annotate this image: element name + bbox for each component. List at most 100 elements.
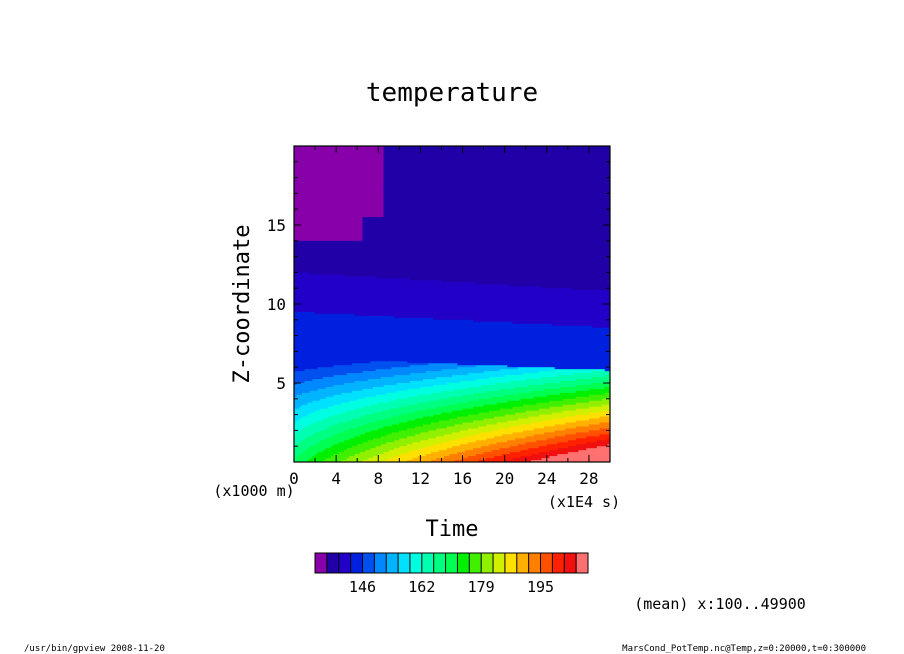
field-cell	[373, 412, 408, 416]
field-cell	[294, 420, 298, 424]
field-cell	[362, 388, 408, 392]
field-cell	[294, 262, 610, 266]
field-cell	[383, 159, 610, 163]
field-cell	[559, 386, 606, 390]
field-cell	[330, 446, 353, 449]
field-cell	[436, 377, 490, 380]
field-cell	[554, 369, 606, 372]
field-cell	[383, 155, 610, 159]
field-cell	[354, 436, 382, 439]
field-cell	[425, 408, 464, 412]
left-credit: /usr/bin/gpview 2008-11-20	[24, 644, 165, 654]
colorbar-swatch	[362, 553, 375, 573]
field-cell	[383, 183, 610, 187]
field-cell	[507, 400, 551, 404]
field-cell	[378, 402, 419, 406]
field-cell	[294, 460, 308, 462]
field-cell	[294, 394, 298, 398]
field-cell	[294, 434, 314, 437]
field-cell	[294, 268, 610, 272]
field-cell	[346, 420, 377, 424]
field-cell	[409, 278, 610, 281]
field-cell	[441, 369, 500, 372]
field-cell	[383, 167, 610, 171]
field-cell	[588, 400, 610, 404]
field-cell	[575, 432, 610, 435]
field-cell	[294, 300, 610, 303]
field-cell	[351, 446, 377, 449]
colorbar-swatch	[350, 553, 363, 573]
field-cell	[436, 428, 469, 432]
field-cell	[294, 349, 610, 353]
field-cell	[301, 452, 319, 455]
field-cell	[394, 448, 421, 451]
field-cell	[294, 375, 335, 378]
field-cell	[478, 460, 506, 462]
field-cell	[362, 228, 610, 232]
field-cell	[341, 460, 364, 462]
colorbar-swatch	[386, 553, 399, 573]
colorbar-swatch	[445, 553, 458, 573]
field-cell	[357, 444, 382, 447]
field-cell	[294, 167, 385, 171]
field-cell	[294, 282, 477, 285]
field-cell	[294, 343, 610, 347]
field-cell	[383, 203, 610, 206]
field-cell	[296, 432, 316, 435]
field-cell	[428, 430, 461, 433]
field-cell	[467, 400, 508, 404]
colorbar-label: 179	[468, 578, 495, 596]
field-cell	[420, 440, 450, 443]
field-cell	[509, 446, 540, 449]
field-cell	[315, 311, 610, 315]
field-cell	[294, 388, 319, 392]
field-cell	[294, 232, 364, 236]
field-cell	[488, 444, 519, 447]
field-cell	[441, 280, 610, 283]
field-cell	[575, 402, 610, 406]
field-cell	[554, 367, 610, 370]
field-cell	[294, 383, 298, 386]
field-cell	[344, 430, 371, 433]
colorbar-swatch	[540, 553, 553, 573]
field-cell	[307, 414, 335, 418]
field-cell	[575, 426, 610, 430]
field-cell	[486, 390, 532, 394]
field-cell	[383, 181, 610, 185]
field-cell	[604, 369, 610, 372]
field-cell	[417, 394, 464, 398]
field-cell	[349, 456, 374, 459]
mean-note: (mean) x:100..49900	[634, 595, 806, 613]
field-cell	[362, 219, 610, 222]
field-cell	[549, 450, 579, 453]
field-cell	[433, 444, 461, 447]
field-cell	[557, 448, 587, 451]
field-cell	[344, 440, 369, 443]
field-cell	[423, 416, 458, 420]
field-cell	[333, 424, 364, 428]
field-cell	[294, 448, 308, 451]
x-tick-label: 8	[373, 469, 383, 488]
field-cell	[383, 171, 610, 175]
field-cell	[559, 392, 606, 396]
field-cell	[383, 165, 610, 169]
field-cell	[515, 386, 561, 390]
field-cell	[541, 286, 610, 289]
field-cell	[459, 381, 511, 384]
field-cell	[362, 371, 427, 374]
field-cell	[383, 169, 610, 173]
field-cell	[399, 446, 427, 449]
field-cell	[586, 442, 610, 445]
field-cell	[294, 307, 610, 311]
field-cell	[315, 410, 348, 414]
field-cell	[473, 392, 519, 396]
field-cell	[602, 404, 610, 408]
field-cell	[607, 290, 610, 293]
field-cell	[383, 191, 610, 195]
field-cell	[294, 191, 385, 195]
field-cell	[494, 416, 529, 420]
field-cell	[373, 456, 395, 459]
field-cell	[488, 410, 527, 414]
field-cell	[557, 454, 610, 457]
field-cell	[459, 430, 493, 433]
